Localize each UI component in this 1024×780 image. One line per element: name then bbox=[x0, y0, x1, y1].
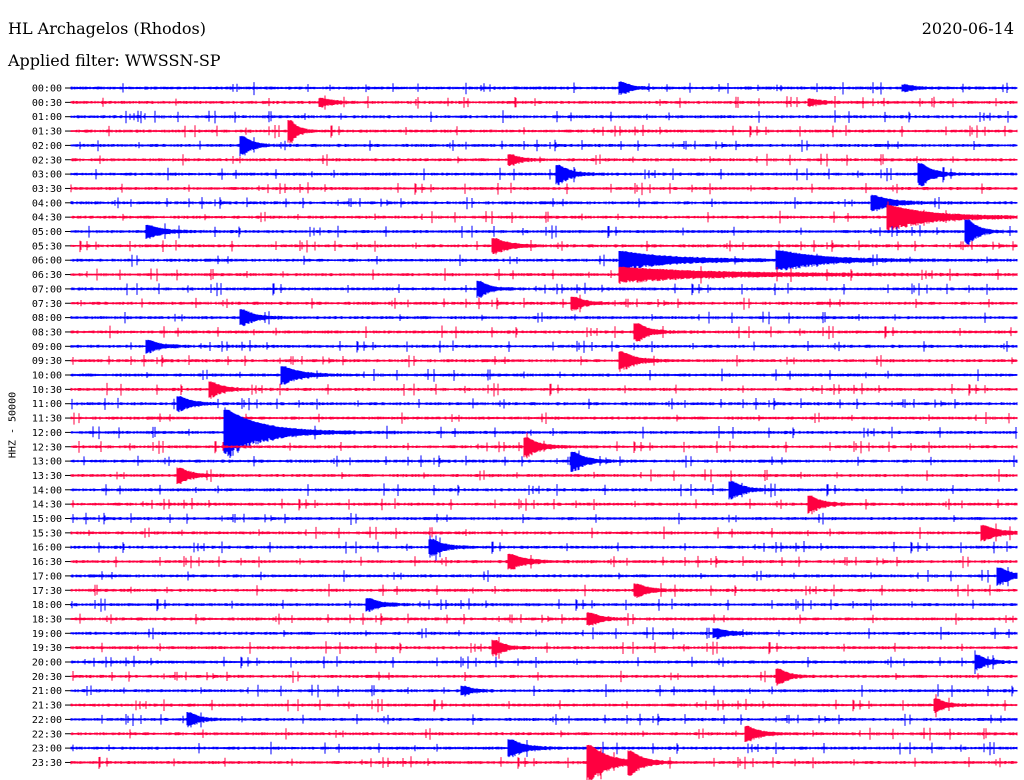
row-time-label: 14:00 bbox=[32, 485, 62, 496]
filter-label: Applied filter: WWSSN-SP bbox=[8, 51, 221, 70]
row-time-label: 08:30 bbox=[32, 327, 62, 338]
row-time-label: 12:30 bbox=[32, 442, 62, 453]
row-time-label: 21:00 bbox=[32, 686, 62, 697]
trace-row-16:00 bbox=[70, 535, 1018, 562]
trace-row-05:00 bbox=[70, 219, 1018, 246]
row-time-label: 19:00 bbox=[32, 629, 62, 640]
row-time-label: 18:00 bbox=[32, 600, 62, 611]
row-time-label: 11:00 bbox=[32, 399, 62, 410]
row-time-label: 23:30 bbox=[32, 758, 62, 769]
row-time-label: 20:00 bbox=[32, 658, 62, 669]
row-time-label: 12:00 bbox=[32, 428, 62, 439]
row-time-label: 02:30 bbox=[32, 155, 62, 166]
row-time-label: 09:30 bbox=[32, 356, 62, 367]
row-time-label: 15:30 bbox=[32, 528, 62, 539]
trace-row-09:30 bbox=[70, 351, 1018, 372]
record-date: 2020-06-14 bbox=[921, 19, 1014, 38]
row-time-label: 16:30 bbox=[32, 557, 62, 568]
row-time-label: 14:30 bbox=[32, 500, 62, 511]
row-time-label: 00:30 bbox=[32, 98, 62, 109]
row-time-label: 17:30 bbox=[32, 586, 62, 597]
row-time-label: 23:00 bbox=[32, 744, 62, 755]
row-time-label: 13:30 bbox=[32, 471, 62, 482]
row-time-label: 05:30 bbox=[32, 241, 62, 252]
row-time-label: 01:30 bbox=[32, 127, 62, 138]
row-time-label: 17:00 bbox=[32, 571, 62, 582]
row-time-label: 07:00 bbox=[32, 284, 62, 295]
trace-row-12:30 bbox=[70, 432, 1018, 459]
row-time-label: 18:30 bbox=[32, 614, 62, 625]
row-time-label: 22:30 bbox=[32, 729, 62, 740]
row-time-label: 22:00 bbox=[32, 715, 62, 726]
row-time-label: 07:30 bbox=[32, 299, 62, 310]
row-time-label: 04:00 bbox=[32, 198, 62, 209]
row-time-label: 03:00 bbox=[32, 170, 62, 181]
row-time-label: 08:00 bbox=[32, 313, 62, 324]
trace-row-14:30 bbox=[70, 495, 1018, 515]
row-time-label: 11:30 bbox=[32, 414, 62, 425]
row-time-label: 06:00 bbox=[32, 256, 62, 267]
row-time-label: 00:00 bbox=[32, 84, 62, 95]
row-time-label: 10:30 bbox=[32, 385, 62, 396]
row-time-label: 01:00 bbox=[32, 112, 62, 123]
row-time-label: 15:00 bbox=[32, 514, 62, 525]
row-time-label: 06:30 bbox=[32, 270, 62, 281]
row-time-label: 10:00 bbox=[32, 371, 62, 382]
row-time-label: 02:00 bbox=[32, 141, 62, 152]
row-time-label: 05:00 bbox=[32, 227, 62, 238]
row-time-label: 19:30 bbox=[32, 643, 62, 654]
trace-row-17:00 bbox=[70, 567, 1018, 587]
row-time-label: 13:00 bbox=[32, 457, 62, 468]
station-title: HL Archagelos (Rhodos) bbox=[8, 19, 206, 38]
row-time-label: 21:30 bbox=[32, 701, 62, 712]
row-time-label: 03:30 bbox=[32, 184, 62, 195]
trace-row-10:30 bbox=[70, 381, 1018, 399]
row-time-label: 04:30 bbox=[32, 213, 62, 224]
row-time-label: 09:00 bbox=[32, 342, 62, 353]
row-time-label: 20:30 bbox=[32, 672, 62, 683]
row-time-label: 16:00 bbox=[32, 543, 62, 554]
